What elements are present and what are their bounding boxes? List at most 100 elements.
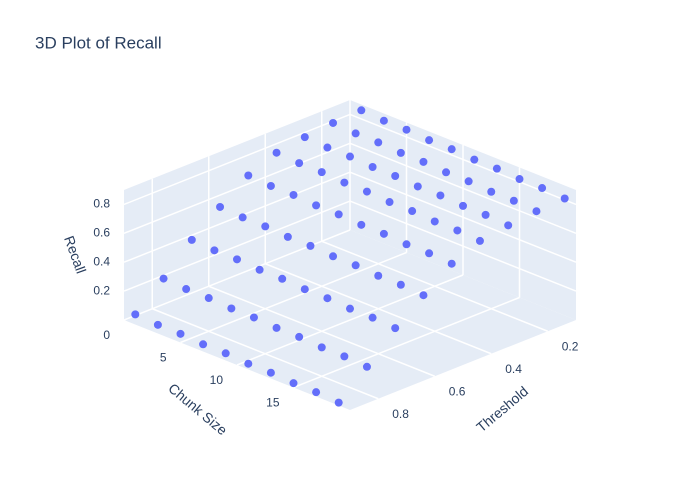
x-tick-label: 10 (210, 373, 224, 387)
data-point (227, 304, 236, 313)
data-point (470, 155, 479, 164)
grid-line (236, 274, 464, 366)
data-point (295, 159, 304, 168)
data-point (368, 313, 377, 322)
grid-line (349, 142, 577, 235)
data-point (266, 368, 275, 377)
grid-line (349, 171, 577, 263)
data-point (199, 340, 208, 349)
data-point (289, 190, 298, 199)
data-point (447, 259, 456, 268)
data-point (464, 177, 473, 186)
data-point (396, 148, 405, 157)
data-point (447, 145, 456, 154)
data-point (487, 187, 496, 196)
x-tick-label: 15 (266, 396, 280, 410)
data-point (408, 207, 417, 216)
data-point (340, 178, 349, 187)
data-point (402, 240, 411, 249)
data-point (255, 265, 264, 274)
data-point (368, 163, 377, 171)
data-point (176, 329, 185, 338)
data-point (538, 184, 547, 193)
y-tick-label: 0.6 (449, 384, 466, 398)
grid-line (293, 296, 520, 389)
data-point (391, 172, 400, 180)
data-point (425, 136, 434, 145)
grid-line (349, 200, 577, 292)
data-point (187, 235, 196, 244)
back-wall (124, 100, 350, 320)
grid-line (151, 308, 379, 400)
data-point (351, 261, 360, 270)
data-point (323, 143, 332, 152)
data-point (278, 274, 287, 283)
data-point (362, 362, 371, 371)
data-point (442, 168, 451, 177)
data-point (532, 207, 541, 216)
data-point (334, 398, 343, 407)
data-point (306, 241, 315, 250)
data-point (560, 194, 569, 203)
data-point (312, 201, 321, 210)
x-tick-label: 5 (160, 351, 167, 365)
data-point (329, 118, 338, 127)
data-point (317, 168, 326, 177)
data-point (131, 310, 140, 319)
data-point (233, 255, 241, 264)
x-tick-label: 0 (103, 328, 110, 342)
data-point (362, 187, 371, 196)
data-point (312, 388, 321, 397)
data-point (317, 343, 326, 352)
data-point (153, 320, 162, 329)
data-point (374, 271, 383, 280)
data-point (436, 191, 445, 200)
grid-line (180, 251, 407, 344)
grid-line (123, 113, 351, 206)
y-tick-label: 0.4 (505, 362, 522, 376)
data-point (413, 182, 422, 191)
data-point (244, 171, 253, 180)
data-point (453, 226, 462, 235)
grid-line (264, 263, 492, 355)
data-point (357, 106, 366, 115)
data-point (295, 332, 304, 341)
data-point (481, 210, 490, 219)
data-point (261, 222, 270, 231)
y-tick-label: 0.2 (562, 339, 579, 353)
data-point (351, 129, 360, 138)
data-point (272, 323, 281, 332)
data-point (357, 220, 366, 229)
data-point (459, 201, 467, 210)
data-point (402, 125, 411, 134)
data-point (515, 175, 524, 184)
data-point (475, 236, 484, 245)
data-point (346, 152, 354, 161)
grid-line (349, 113, 577, 206)
data-point (374, 138, 383, 147)
data-point (419, 157, 428, 166)
data-point (379, 229, 388, 238)
z-tick-label: 0.2 (93, 283, 110, 297)
data-point (272, 148, 281, 157)
data-point (210, 246, 219, 255)
data-point (289, 379, 298, 388)
data-point (283, 232, 292, 241)
data-point (204, 294, 213, 303)
data-point (396, 280, 405, 289)
data-point (340, 352, 349, 361)
z-axis-title: Recall (61, 234, 89, 276)
grid-line (123, 142, 351, 235)
data-point (216, 202, 225, 211)
data-point (492, 164, 501, 173)
z-tick-label: 0.6 (93, 226, 110, 240)
x-axis-title: Chunk Size (165, 380, 230, 438)
data-point (425, 249, 434, 258)
chart-title: 3D Plot of Recall (35, 33, 162, 52)
data-point (244, 359, 253, 368)
data-point (266, 181, 275, 190)
data-point (221, 349, 230, 358)
data-point (385, 198, 394, 207)
